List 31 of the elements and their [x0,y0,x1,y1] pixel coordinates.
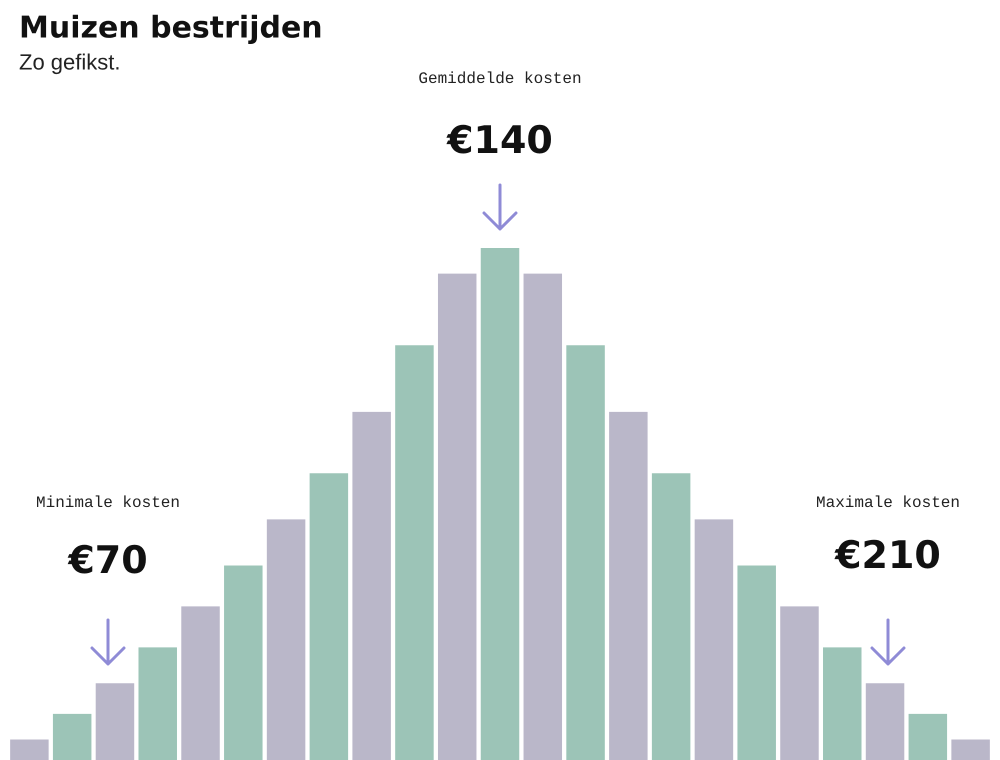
bar [480,248,520,760]
bar [951,740,990,760]
bar [908,714,948,760]
bar [224,565,263,760]
bar [266,519,306,760]
bar [96,683,134,760]
annotation: Minimale kosten [34,494,182,512]
bar [10,740,49,760]
chart-title: Muizen bestrijden [19,10,323,46]
bar [780,606,819,760]
bar [566,345,605,760]
bar [438,274,476,760]
text: €140 [446,118,554,162]
bar [524,274,562,760]
annotation: €70 [66,538,149,582]
bar [652,473,690,760]
bar [138,647,177,760]
bar [609,412,648,760]
annotation: €210 [834,533,942,577]
bar [737,565,776,760]
bar [181,606,220,760]
bar [352,412,391,760]
chart-subtitle: Zo gefikst. [19,50,120,74]
bar [866,683,904,760]
bar [310,473,348,760]
bar [694,519,734,760]
bar [52,714,92,760]
annotation: Maximale kosten [814,494,962,512]
bar [395,345,434,760]
bar [823,647,862,760]
text: Gemiddelde kosten [417,70,583,88]
